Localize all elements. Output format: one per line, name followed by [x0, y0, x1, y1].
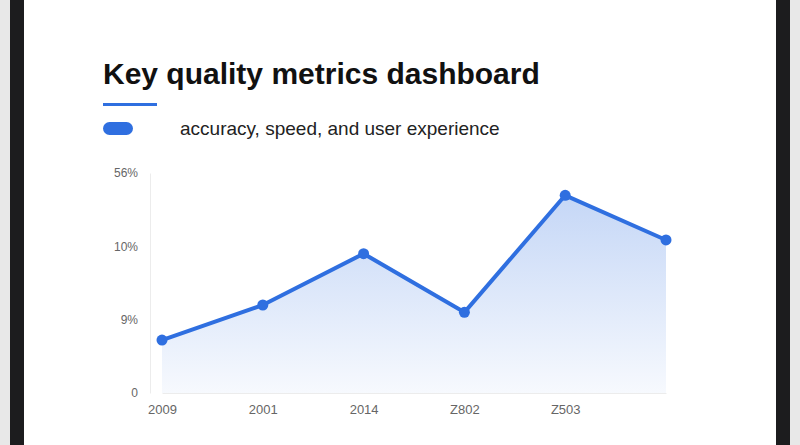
x-tick-label: 2009 [148, 402, 177, 417]
x-tick: 2014 [350, 393, 379, 417]
y-tick-label: 10% [114, 240, 138, 254]
x-tick-label: 2001 [249, 402, 278, 417]
y-axis-line [150, 174, 151, 394]
x-tick-label: Z503 [551, 402, 581, 417]
y-tick-label: 0 [131, 386, 138, 400]
y-tick-label: 9% [121, 313, 139, 327]
point [358, 248, 369, 259]
point [257, 300, 268, 311]
plot [157, 190, 672, 393]
point [157, 335, 168, 346]
point [459, 307, 470, 318]
x-tick: 2009 [148, 393, 177, 417]
screen [24, 0, 776, 445]
title-underline [103, 103, 157, 106]
line [162, 195, 666, 340]
point [560, 190, 571, 201]
area [162, 195, 666, 393]
y-tick: 10% [114, 240, 150, 254]
y-tick-label: 56% [114, 166, 138, 180]
tablet-bezel [10, 0, 790, 445]
x-axis-line [163, 393, 667, 394]
y-tick: 9% [121, 313, 150, 327]
x-axis: 2009 2001 2014 Z802 Z503 [148, 393, 666, 417]
title: Key quality metrics dashboard [103, 57, 540, 90]
chart: Key quality metrics dashboard accuracy, s… [0, 0, 800, 445]
x-tick: Z503 [551, 393, 581, 417]
y-axis: 0 9% 10% 56% [114, 166, 151, 400]
y-tick: 0 [131, 386, 150, 400]
x-tick-label: Z802 [450, 402, 480, 417]
point [661, 234, 672, 245]
x-tick: Z802 [450, 393, 480, 417]
x-tick-label: 2014 [350, 402, 379, 417]
subtitle: accuracy, speed, and user experience [180, 118, 500, 139]
subtitle-pill [103, 122, 133, 135]
y-tick: 56% [114, 166, 150, 180]
x-tick: 2001 [249, 393, 278, 417]
